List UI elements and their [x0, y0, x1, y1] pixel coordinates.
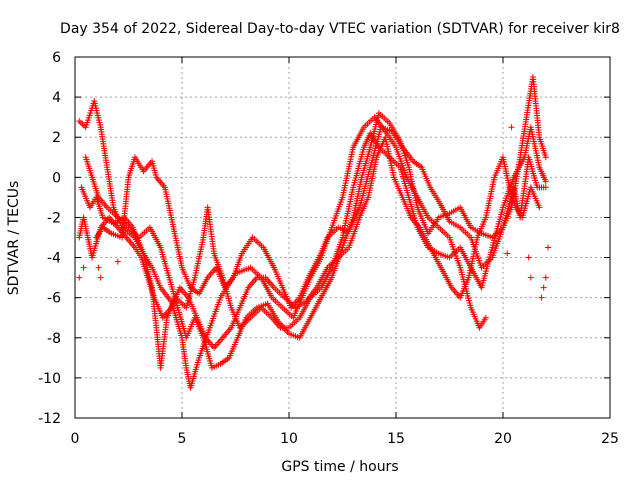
data-point	[80, 264, 87, 271]
data-point	[527, 274, 534, 281]
series-track-E	[76, 134, 543, 351]
data-point	[538, 294, 545, 301]
series-track-B	[78, 124, 549, 371]
data-point	[542, 178, 549, 185]
y-tick-label: -6	[47, 291, 61, 307]
data-point	[97, 274, 104, 281]
y-tick-label: 0	[52, 170, 61, 186]
series-stragglers	[76, 124, 551, 301]
y-tick-label: -12	[38, 411, 61, 427]
x-tick-label: 10	[280, 431, 298, 447]
data-point	[76, 274, 83, 281]
series-track-D	[93, 124, 549, 311]
chart-title: Day 354 of 2022, Sidereal Day-to-day VTE…	[60, 21, 620, 37]
x-tick-label: 15	[387, 431, 405, 447]
x-tick-label: 25	[601, 431, 619, 447]
y-tick-label: -4	[47, 251, 61, 267]
data-point	[508, 124, 515, 131]
data-point	[536, 204, 543, 211]
data-points	[76, 74, 551, 391]
series-track-C	[82, 74, 549, 371]
tick-labels: 0 5 10 15 20 25 -12 -10 -8 -6 -4 -2 0 2 4 6	[38, 50, 619, 447]
y-tick-label: -8	[47, 331, 61, 347]
x-tick-label: 20	[494, 431, 512, 447]
y-tick-label: 2	[52, 130, 61, 146]
data-point	[525, 254, 532, 261]
plot-frame	[74, 56, 611, 419]
data-point	[542, 154, 549, 161]
data-point	[542, 184, 549, 191]
x-tick-label: 0	[71, 431, 80, 447]
data-point	[482, 314, 489, 321]
y-tick-label: -10	[38, 371, 61, 387]
data-point	[95, 264, 102, 271]
x-axis-label: GPS time / hours	[281, 459, 398, 475]
y-tick-label: 6	[52, 50, 61, 66]
y-axis-label: SDTVAR / TECUs	[6, 181, 22, 296]
data-point	[540, 284, 547, 291]
data-point	[542, 274, 549, 281]
y-tick-label: 4	[52, 90, 61, 106]
y-tick-label: -2	[47, 210, 61, 226]
x-tick-label: 5	[178, 431, 187, 447]
data-point	[114, 258, 121, 265]
data-point	[504, 250, 511, 257]
data-point	[544, 244, 551, 251]
